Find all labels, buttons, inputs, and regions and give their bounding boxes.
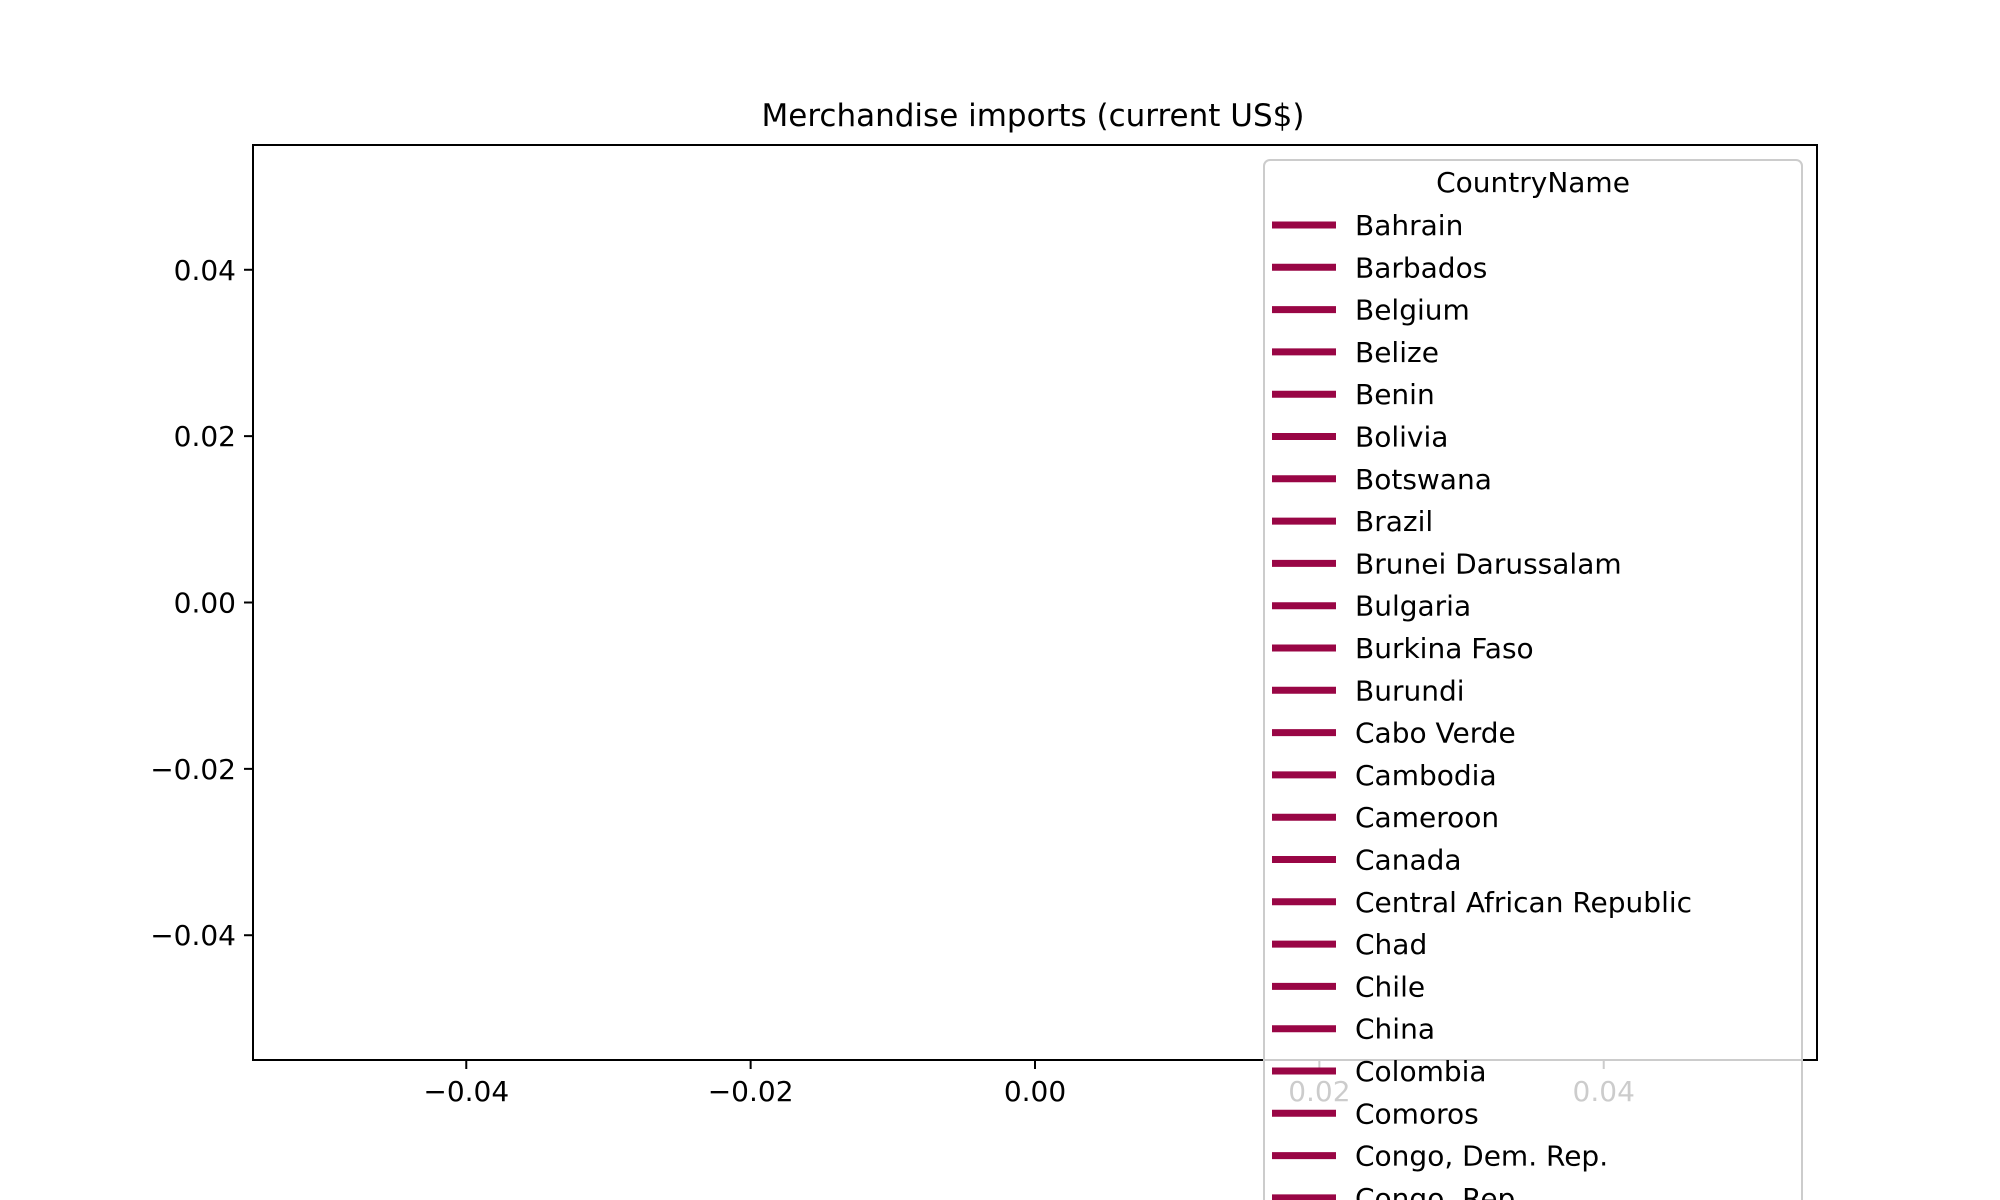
legend-item: Congo, Rep. xyxy=(1272,1182,1524,1200)
legend-label: Burundi xyxy=(1355,674,1465,707)
y-tick-label: 0.00 xyxy=(174,587,236,620)
legend-label: Chile xyxy=(1355,970,1425,1003)
legend-label: Congo, Dem. Rep. xyxy=(1355,1140,1608,1173)
legend-label: China xyxy=(1355,1013,1435,1046)
legend-label: Bahrain xyxy=(1355,209,1463,242)
legend-item: Burundi xyxy=(1272,674,1465,707)
legend-item: Comoros xyxy=(1272,1097,1479,1130)
legend-item: Bolivia xyxy=(1272,421,1448,454)
legend-label: Bolivia xyxy=(1355,421,1448,454)
legend-item: Cabo Verde xyxy=(1272,717,1516,750)
x-tick-label: 0.00 xyxy=(1004,1075,1066,1108)
legend-label: Barbados xyxy=(1355,251,1487,284)
legend-label: Canada xyxy=(1355,844,1462,877)
legend-item: Chile xyxy=(1272,970,1425,1003)
legend-items: Bahrain Barbados Belgium Belize Benin Bolivia… xyxy=(1272,209,1692,1200)
legend-label: Benin xyxy=(1355,378,1435,411)
legend-title: CountryName xyxy=(1436,166,1630,199)
legend-label: Chad xyxy=(1355,928,1427,961)
legend-label: Burkina Faso xyxy=(1355,632,1534,665)
legend-item: Chad xyxy=(1272,928,1427,961)
legend-label: Belize xyxy=(1355,336,1439,369)
legend-item: Central African Republic xyxy=(1272,886,1692,919)
x-tick-label: −0.02 xyxy=(708,1075,794,1108)
chart-title: Merchandise imports (current US$) xyxy=(762,98,1305,134)
legend-item: Congo, Dem. Rep. xyxy=(1272,1140,1608,1173)
legend-label: Central African Republic xyxy=(1355,886,1692,919)
legend-label: Colombia xyxy=(1355,1055,1487,1088)
legend-item: Belize xyxy=(1272,336,1439,369)
legend-item: Bahrain xyxy=(1272,209,1463,242)
legend-label: Bulgaria xyxy=(1355,590,1471,623)
legend-frame xyxy=(1263,159,1803,1200)
y-tick-label: 0.02 xyxy=(174,420,236,453)
y-tick-label: 0.04 xyxy=(174,254,236,287)
legend-item: Canada xyxy=(1272,844,1462,877)
legend-label: Cambodia xyxy=(1355,759,1497,792)
legend-item: Brunei Darussalam xyxy=(1272,547,1622,580)
legend-label: Brunei Darussalam xyxy=(1355,547,1622,580)
legend-item: Barbados xyxy=(1272,251,1487,284)
legend-item: Cambodia xyxy=(1272,759,1497,792)
legend-item: China xyxy=(1272,1013,1435,1046)
legend-label: Cabo Verde xyxy=(1355,717,1516,750)
legend-item: Colombia xyxy=(1272,1055,1487,1088)
legend-item: Bulgaria xyxy=(1272,590,1471,623)
legend-label: Brazil xyxy=(1355,505,1433,538)
x-tick-label: −0.04 xyxy=(423,1075,509,1108)
legend-item: Brazil xyxy=(1272,505,1433,538)
legend-label: Comoros xyxy=(1355,1097,1479,1130)
legend-item: Botswana xyxy=(1272,463,1492,496)
y-axis: 0.04 0.02 0.00 −0.02 −0.04 xyxy=(150,254,253,952)
legend-label: Cameroon xyxy=(1355,801,1499,834)
legend-item: Benin xyxy=(1272,378,1435,411)
y-tick-label: −0.02 xyxy=(150,753,236,786)
legend: CountryName Bahrain Barbados Belgium Belize… xyxy=(1263,159,1803,1200)
legend-item: Cameroon xyxy=(1272,801,1499,834)
legend-item: Burkina Faso xyxy=(1272,632,1534,665)
legend-label: Congo, Rep. xyxy=(1355,1182,1524,1200)
legend-item: Belgium xyxy=(1272,294,1470,327)
legend-label: Botswana xyxy=(1355,463,1492,496)
y-tick-label: −0.04 xyxy=(150,919,236,952)
legend-label: Belgium xyxy=(1355,294,1470,327)
